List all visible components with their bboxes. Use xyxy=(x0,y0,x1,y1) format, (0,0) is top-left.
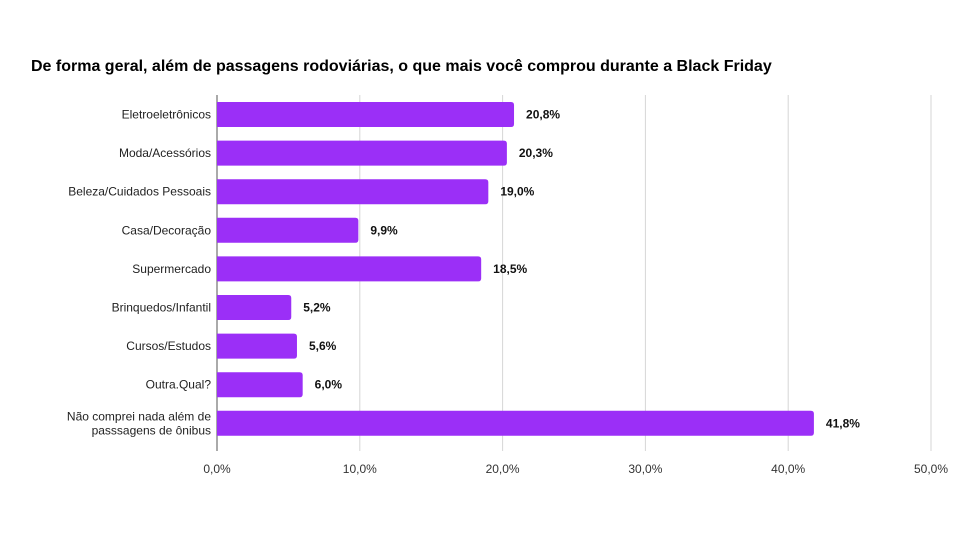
data-label: 5,2% xyxy=(303,301,331,315)
x-tick-label: 10,0% xyxy=(343,462,377,476)
category-labels: Eletroeletrônicos Moda/Acessórios Beleza/C… xyxy=(67,108,211,438)
x-tick-label: 20,0% xyxy=(486,462,520,476)
category-label-line: Brinquedos/Infantil xyxy=(112,301,211,315)
category-label: Eletroeletrônicos xyxy=(122,108,211,122)
x-tick-label: 50,0% xyxy=(914,462,948,476)
category-label: Brinquedos/Infantil xyxy=(112,301,211,315)
category-label: Casa/Decoração xyxy=(122,223,212,237)
category-label: Beleza/Cuidados Pessoais xyxy=(68,185,211,199)
category-label-line: Não comprei nada além de xyxy=(67,409,211,423)
category-label: Supermercado xyxy=(132,262,211,276)
value-labels: 20,8% 20,3% 19,0% 9,9% 18,5% 5,2% 5,6% 6,0% 41,8… xyxy=(303,108,860,431)
x-tick-label: 40,0% xyxy=(771,462,805,476)
bar xyxy=(217,333,297,359)
data-label: 6,0% xyxy=(315,378,343,392)
bar xyxy=(217,102,515,127)
category-label-line: Moda/Acessórios xyxy=(119,146,211,160)
bar xyxy=(217,140,507,166)
data-label: 5,6% xyxy=(309,339,337,353)
data-label: 19,0% xyxy=(500,185,534,199)
data-label: 18,5% xyxy=(493,262,527,276)
category-label: Não comprei nada além de passsagens de ôn… xyxy=(67,409,211,437)
category-label-line: Beleza/Cuidados Pessoais xyxy=(68,185,211,199)
bar xyxy=(217,179,489,205)
data-label: 20,8% xyxy=(526,108,560,122)
bar xyxy=(217,295,292,320)
x-tick-labels: 0,0% 10,0% 20,0% 30,0% 40,0% 50,0% xyxy=(203,462,948,476)
x-tick-label: 30,0% xyxy=(628,462,662,476)
category-label: Outra.Qual? xyxy=(146,378,212,392)
data-label: 9,9% xyxy=(370,223,398,237)
category-label-line: passsagens de ônibus xyxy=(92,423,211,437)
category-label-line: Casa/Decoração xyxy=(122,223,212,237)
x-tick-label: 0,0% xyxy=(203,462,231,476)
bar xyxy=(217,217,359,243)
chart-title: De forma geral, além de passagens rodovi… xyxy=(31,58,772,75)
data-label: 41,8% xyxy=(826,416,860,430)
category-label-line: Outra.Qual? xyxy=(146,378,212,392)
data-label: 20,3% xyxy=(519,146,553,160)
category-label-line: Eletroeletrônicos xyxy=(122,108,211,122)
category-label: Moda/Acessórios xyxy=(119,146,211,160)
category-label: Cursos/Estudos xyxy=(126,339,211,353)
category-label-line: Cursos/Estudos xyxy=(126,339,211,353)
category-label-line: Supermercado xyxy=(132,262,211,276)
bar xyxy=(217,372,303,398)
bar xyxy=(217,410,814,436)
bars xyxy=(217,102,814,436)
bar xyxy=(217,256,482,282)
